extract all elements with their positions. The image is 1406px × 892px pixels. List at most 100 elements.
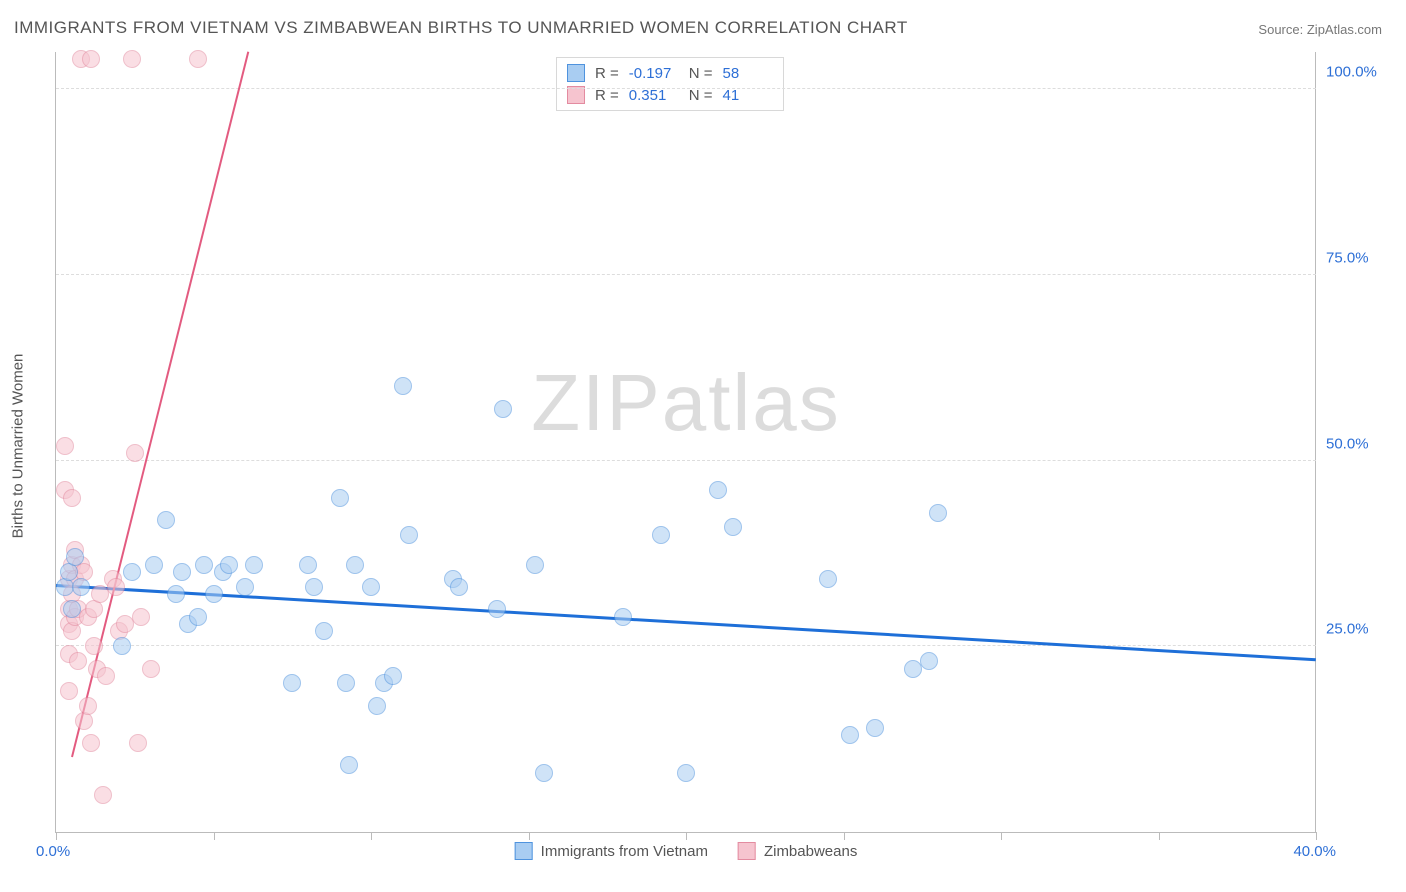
scatter-point (331, 489, 349, 507)
x-tick-label-min: 0.0% (36, 843, 70, 860)
bottom-legend: Immigrants from Vietnam Zimbabweans (515, 842, 858, 860)
scatter-point (94, 786, 112, 804)
scatter-point (724, 518, 742, 536)
scatter-point (69, 652, 87, 670)
scatter-point (82, 50, 100, 68)
scatter-point (189, 50, 207, 68)
y-tick-label: 100.0% (1326, 64, 1391, 81)
legend-stats-row-0: R = -0.197 N = 58 (567, 62, 773, 84)
scatter-point (236, 578, 254, 596)
scatter-point (132, 608, 150, 626)
bottom-legend-item-0: Immigrants from Vietnam (515, 842, 708, 860)
scatter-point (195, 556, 213, 574)
scatter-point (220, 556, 238, 574)
scatter-point (488, 600, 506, 618)
scatter-point (123, 563, 141, 581)
scatter-point (709, 481, 727, 499)
stat-r-label-0: R = (595, 65, 619, 82)
scatter-point (113, 637, 131, 655)
scatter-point (107, 578, 125, 596)
x-tick (1159, 832, 1160, 840)
scatter-point (929, 504, 947, 522)
source-label: Source: (1258, 22, 1303, 37)
scatter-point (315, 622, 333, 640)
y-tick-label: 75.0% (1326, 249, 1391, 266)
x-tick (214, 832, 215, 840)
watermark: ZIPatlas (531, 357, 840, 449)
scatter-point (526, 556, 544, 574)
x-tick (529, 832, 530, 840)
scatter-point (173, 563, 191, 581)
scatter-point (346, 556, 364, 574)
scatter-point (384, 667, 402, 685)
scatter-point (305, 578, 323, 596)
scatter-point (283, 674, 301, 692)
scatter-point (79, 697, 97, 715)
gridline-h (56, 88, 1316, 89)
scatter-point (494, 400, 512, 418)
x-tick (686, 832, 687, 840)
scatter-point (841, 726, 859, 744)
x-tick (1316, 832, 1317, 840)
scatter-point (167, 585, 185, 603)
scatter-point (368, 697, 386, 715)
x-tick (1001, 832, 1002, 840)
bottom-legend-swatch-1 (738, 842, 756, 860)
bottom-legend-swatch-0 (515, 842, 533, 860)
scatter-point (400, 526, 418, 544)
scatter-point (205, 585, 223, 603)
scatter-point (97, 667, 115, 685)
scatter-point (145, 556, 163, 574)
stat-r-value-0: -0.197 (629, 65, 679, 82)
x-tick (371, 832, 372, 840)
scatter-point (299, 556, 317, 574)
scatter-point (245, 556, 263, 574)
scatter-point (189, 608, 207, 626)
scatter-point (340, 756, 358, 774)
y-tick-label: 50.0% (1326, 435, 1391, 452)
scatter-point (85, 637, 103, 655)
right-axis-line (1315, 52, 1316, 832)
scatter-point (920, 652, 938, 670)
scatter-point (394, 377, 412, 395)
scatter-point (129, 734, 147, 752)
source-attribution: Source: ZipAtlas.com (1258, 22, 1382, 37)
scatter-point (60, 682, 78, 700)
scatter-point (362, 578, 380, 596)
scatter-point (72, 578, 90, 596)
gridline-h (56, 274, 1316, 275)
x-tick (56, 832, 57, 840)
scatter-point (123, 50, 141, 68)
x-tick (844, 832, 845, 840)
scatter-point (652, 526, 670, 544)
gridline-h (56, 460, 1316, 461)
legend-stats-box: R = -0.197 N = 58 R = 0.351 N = 41 (556, 57, 784, 111)
chart-title: IMMIGRANTS FROM VIETNAM VS ZIMBABWEAN BI… (14, 18, 908, 38)
scatter-point (157, 511, 175, 529)
watermark-atlas: atlas (662, 358, 841, 447)
scatter-point (337, 674, 355, 692)
legend-swatch-0 (567, 64, 585, 82)
stat-n-value-0: 58 (723, 65, 773, 82)
watermark-zip: ZIP (531, 358, 661, 447)
scatter-point (56, 437, 74, 455)
scatter-point (142, 660, 160, 678)
bottom-legend-label-0: Immigrants from Vietnam (541, 843, 708, 860)
scatter-point (126, 444, 144, 462)
scatter-point (63, 489, 81, 507)
stat-n-label-0: N = (689, 65, 713, 82)
y-tick-label: 25.0% (1326, 621, 1391, 638)
scatter-point (866, 719, 884, 737)
plot-area: ZIPatlas R = -0.197 N = 58 R = 0.351 N =… (55, 52, 1316, 833)
scatter-point (450, 578, 468, 596)
scatter-point (614, 608, 632, 626)
x-tick-label-max: 40.0% (1293, 843, 1336, 860)
scatter-point (82, 734, 100, 752)
y-axis-label: Births to Unmarried Women (10, 354, 27, 539)
scatter-point (677, 764, 695, 782)
source-value: ZipAtlas.com (1307, 22, 1382, 37)
scatter-point (819, 570, 837, 588)
scatter-point (63, 600, 81, 618)
bottom-legend-item-1: Zimbabweans (738, 842, 857, 860)
scatter-point (535, 764, 553, 782)
